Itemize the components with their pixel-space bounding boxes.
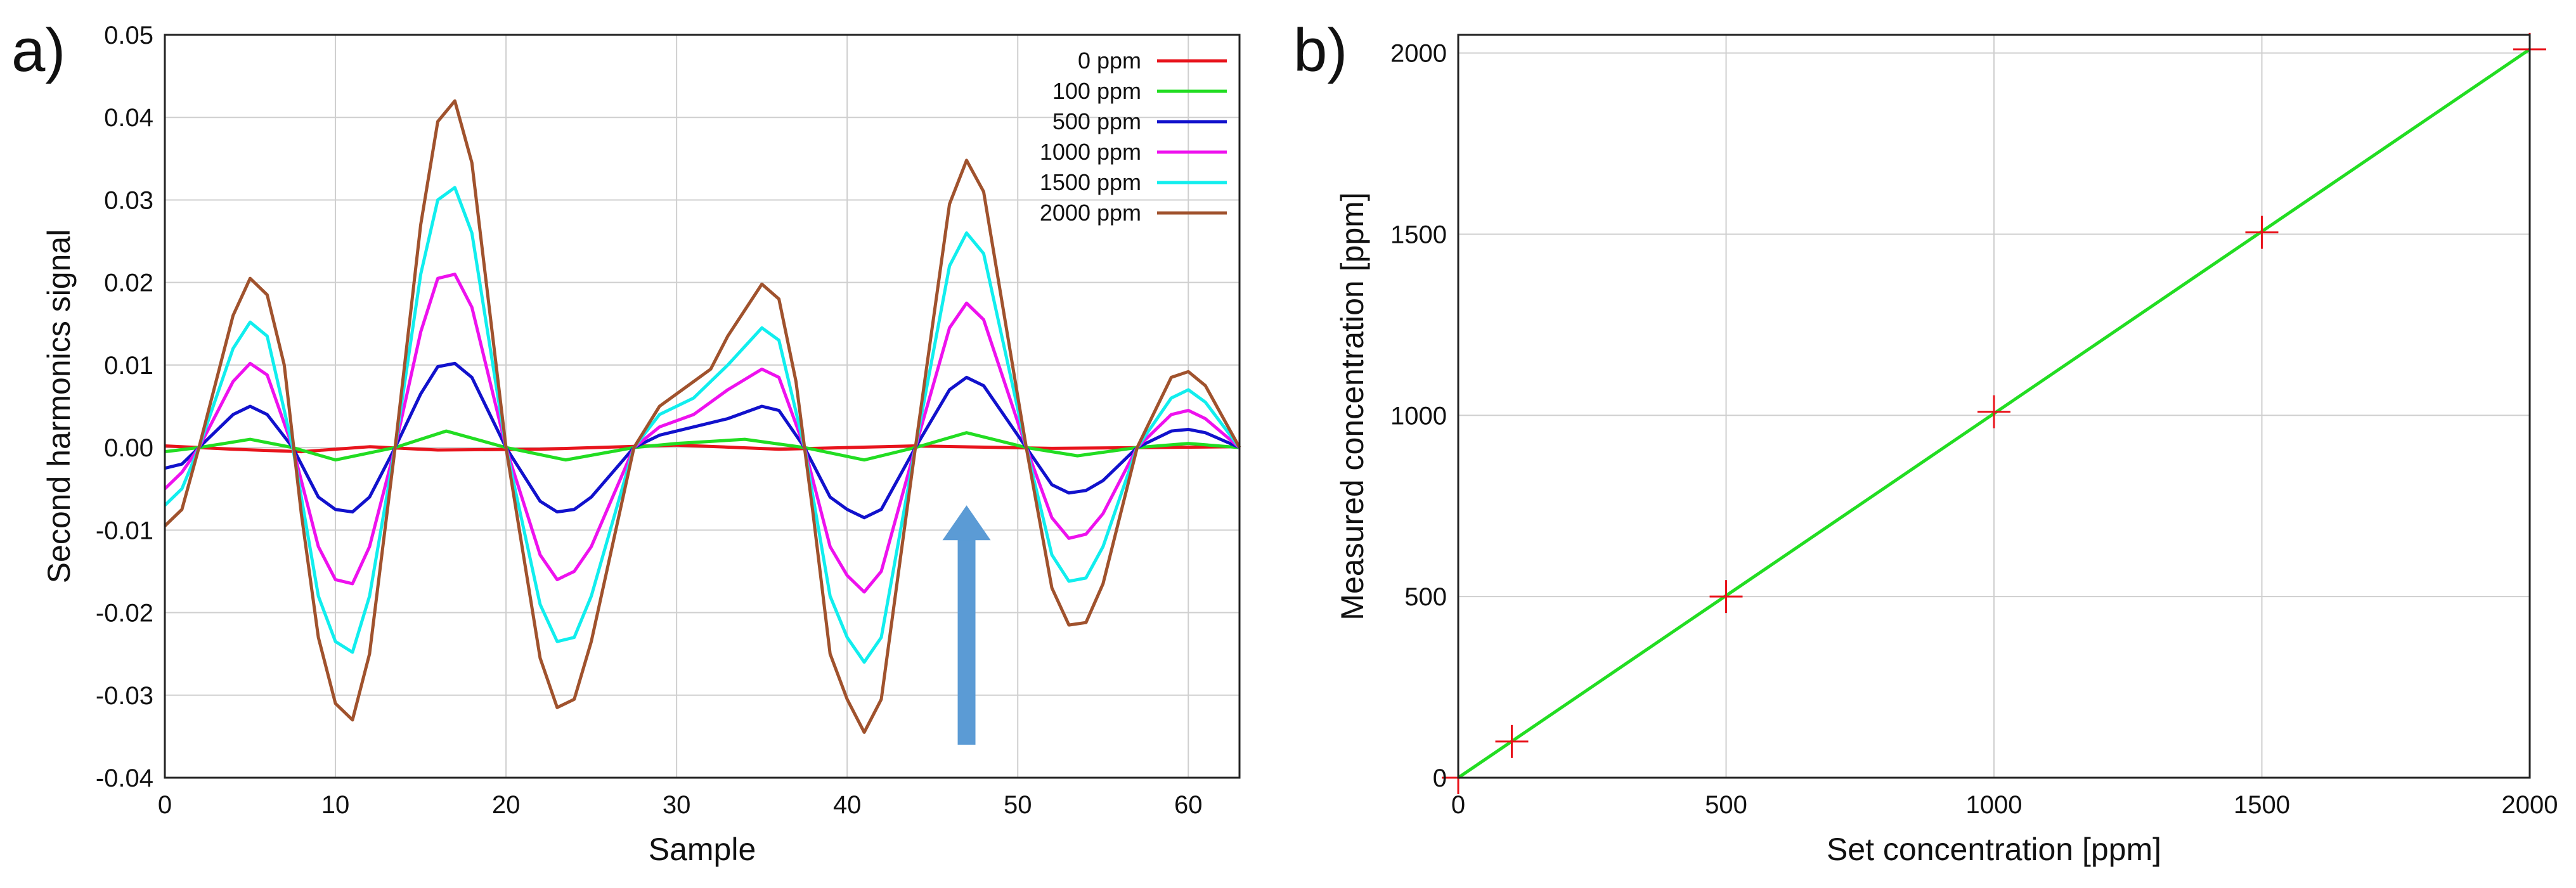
panel-b-label: b)	[1293, 16, 1348, 84]
chart-a-arrow-annotation	[942, 505, 991, 745]
chart-b-ytick-1000: 1000	[1390, 402, 1447, 430]
chart-a-xtick-20: 20	[492, 791, 521, 819]
chart-a-ticks: 0 10 20 30 40 50 60 -0.04 -0.03 -0.02 -0.01 0.00 0.0…	[96, 22, 1203, 819]
panel-a-label: a)	[11, 16, 66, 84]
chart-a-ytick-0-04: 0.04	[104, 104, 153, 132]
chart-a-ytick-0-02: 0.02	[104, 269, 153, 297]
arrow-shaft	[957, 537, 976, 745]
chart-b-ytick-1500: 1500	[1390, 221, 1447, 248]
chart-b-xtick-1500: 1500	[2234, 791, 2290, 819]
arrow-head	[942, 505, 991, 541]
legend-label-1000-ppm: 1000 ppm	[1040, 139, 1141, 165]
chart-a-xtick-50: 50	[1004, 791, 1032, 819]
chart-b-xtick-500: 500	[1705, 791, 1747, 819]
chart-a-xtick-60: 60	[1174, 791, 1203, 819]
series-line-2000-ppm	[164, 99, 1241, 734]
series-line-1000-ppm	[164, 273, 1241, 594]
chart-a-ytick-0-03: 0.03	[104, 186, 153, 214]
chart-a-xtick-10: 10	[321, 791, 350, 819]
legend-label-2000-ppm: 2000 ppm	[1040, 200, 1141, 226]
data-point-1000	[1977, 395, 2010, 428]
chart-a-ytick-0-02: -0.02	[96, 600, 153, 627]
chart-b-ytick-0: 0	[1433, 764, 1447, 792]
chart-a-legend: 0 ppm 100 ppm 500 ppm 1000 ppm 1500 ppm 2000 …	[1040, 48, 1227, 226]
chart-b-ylabel: Measured concentration [ppm]	[1335, 192, 1370, 620]
chart-b-xtick-2000: 2000	[2502, 791, 2558, 819]
chart-a-plot-frame	[164, 34, 1241, 779]
chart-a-ytick-0-01: 0.01	[104, 352, 153, 380]
chart-a-ytick-0-03: -0.03	[96, 682, 153, 710]
chart-b-ytick-2000: 2000	[1390, 40, 1447, 68]
legend-label-500-ppm: 500 ppm	[1052, 108, 1141, 134]
series-line-0-ppm	[164, 443, 1240, 454]
chart-b-xlabel: Set concentration [ppm]	[1827, 832, 2161, 867]
chart-b-ticks: 0 500 1000 1500 2000 0 500 1000 1500 2000	[1390, 40, 2558, 819]
chart-b-xtick-1000: 1000	[1966, 791, 2023, 819]
chart-a-xtick-30: 30	[663, 791, 691, 819]
chart-a-ylabel: Second harmonics signal	[41, 229, 77, 584]
series-line-500-ppm	[164, 361, 1240, 520]
chart-b-plot-frame	[1457, 34, 2531, 779]
chart-a-ytick-0-05: 0.05	[104, 22, 153, 49]
chart-a-series	[164, 99, 1241, 734]
data-point-100	[1495, 724, 1529, 758]
chart-b-xtick-0: 0	[1451, 791, 1465, 819]
series-line-1500-ppm	[164, 186, 1241, 664]
chart-a-xtick-40: 40	[833, 791, 862, 819]
chart-b-ytick-500: 500	[1404, 583, 1447, 611]
data-point-1500	[2245, 216, 2279, 249]
chart-a-xtick-0: 0	[158, 791, 172, 819]
series-line-100-ppm	[164, 429, 1240, 462]
legend-label-100-ppm: 100 ppm	[1052, 78, 1141, 104]
chart-a-ytick-0-00: 0.00	[104, 434, 153, 462]
legend-label-0-ppm: 0 ppm	[1078, 48, 1141, 74]
data-point-500	[1709, 580, 1743, 614]
chart-a-ytick-0-04: -0.04	[96, 764, 153, 792]
chart-a-ytick-0-01: -0.01	[96, 517, 153, 544]
legend-label-1500-ppm: 1500 ppm	[1040, 169, 1141, 195]
chart-a-xlabel: Sample	[649, 832, 756, 867]
